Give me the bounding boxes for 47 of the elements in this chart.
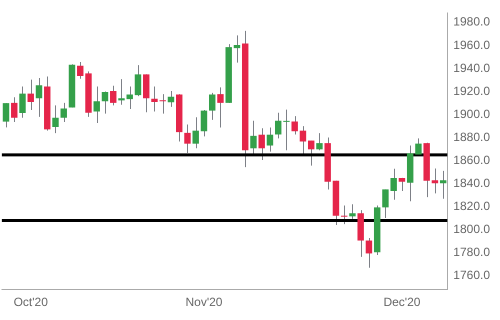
y-tick-label: 1900.0	[453, 106, 490, 121]
candlestick	[60, 102, 67, 123]
candlestick	[110, 85, 116, 106]
candlestick	[258, 128, 265, 161]
x-tick-label: Nov'20	[185, 295, 223, 310]
y-tick-label: 1980.0	[453, 14, 490, 29]
candlestick	[77, 62, 84, 80]
candlestick	[366, 238, 372, 268]
candlestick	[440, 170, 446, 200]
candlestick	[126, 86, 133, 110]
y-tick-label: 1940.0	[453, 60, 490, 75]
y-tick-label: 1880.0	[453, 130, 490, 144]
candlestick	[250, 120, 257, 154]
y-tick-label: 1800.0	[453, 222, 490, 236]
y-tick-label: 1960.0	[453, 38, 490, 52]
candlestick	[118, 78, 125, 106]
candlestick	[382, 188, 389, 218]
y-tick-label: 1820.0	[453, 198, 490, 213]
candlestick	[208, 92, 216, 120]
y-tick-label: 1920.0	[453, 84, 490, 98]
candlestick	[266, 127, 274, 152]
candlestick	[102, 91, 108, 114]
candlestick	[19, 86, 26, 118]
candlestick	[308, 140, 314, 166]
candlestick	[168, 90, 174, 108]
candlestick	[316, 132, 323, 151]
candlestick	[28, 79, 34, 110]
candlestick	[390, 168, 397, 200]
candlestick	[11, 96, 18, 123]
y-tick-label: 1760.0	[453, 268, 490, 282]
x-tick-label: Oct'20	[14, 295, 48, 310]
candlestick	[160, 94, 166, 114]
candlestick	[134, 64, 142, 97]
y-tick-label: 1780.0	[453, 245, 490, 260]
candlestick	[2, 102, 10, 128]
candlestick	[349, 204, 356, 220]
candlestick	[340, 205, 348, 225]
candlestick	[94, 86, 100, 124]
y-tick-label: 1840.0	[453, 176, 490, 190]
y-tick-label: 1860.0	[453, 152, 490, 167]
candlestick	[398, 177, 406, 192]
candlestick	[143, 74, 150, 113]
x-tick-label: Dec'20	[383, 295, 421, 310]
candlestick	[36, 78, 42, 118]
candlestick	[52, 104, 59, 134]
candlestick	[217, 86, 224, 128]
candlestick	[184, 124, 191, 154]
